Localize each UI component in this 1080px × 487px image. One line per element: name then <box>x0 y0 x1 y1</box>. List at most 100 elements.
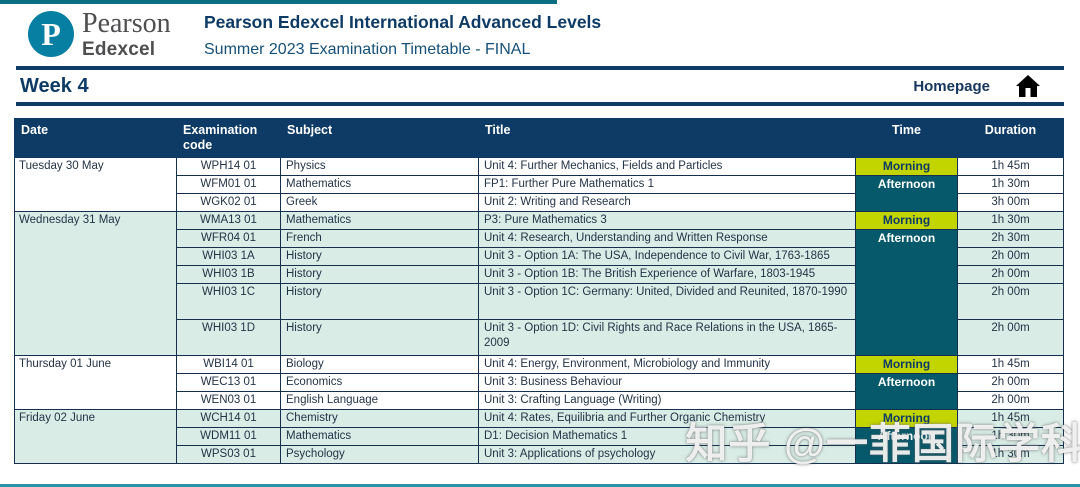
exam-code-cell: WPH14 01 <box>176 157 281 176</box>
title-block: Pearson Edexcel International Advanced L… <box>204 9 601 59</box>
exam-code-cell: WEN03 01 <box>176 391 281 410</box>
date-cell: Friday 02 June <box>14 409 177 464</box>
subject-cell: Chemistry <box>280 409 479 428</box>
table-row: WPS03 01 Psychology Unit 3: Applications… <box>15 445 1064 464</box>
date-cell: Thursday 01 June <box>14 355 177 410</box>
pearson-logo: P Pearson Edexcel <box>28 9 180 61</box>
subject-cell: History <box>280 247 479 266</box>
bottom-accent-bar <box>0 484 1080 487</box>
date-cell: Tuesday 30 May <box>14 157 177 212</box>
subject-cell: Biology <box>280 355 479 374</box>
title-cell: Unit 3: Crafting Language (Writing) <box>478 391 856 410</box>
subject-cell: Economics <box>280 373 479 392</box>
table-row: WHI03 1D History Unit 3 - Option 1D: Civ… <box>15 319 1064 356</box>
top-accent-bar <box>0 0 557 4</box>
divider-bottom <box>16 102 1064 106</box>
title-cell: Unit 4: Rates, Equilibria and Further Or… <box>478 409 856 428</box>
week-bar: Week 4 Homepage <box>16 70 1064 102</box>
title-cell: Unit 3 - Option 1C: Germany: United, Div… <box>478 283 856 320</box>
week-title: Week 4 <box>20 74 89 97</box>
logo-text: Pearson Edexcel <box>82 9 171 61</box>
time-cell-morning: Morning <box>855 355 958 374</box>
time-cell-afternoon: Afternoon <box>855 373 958 410</box>
exam-code-cell: WHI03 1C <box>176 283 281 320</box>
exam-code-cell: WHI03 1A <box>176 247 281 266</box>
duration-cell: 2h 00m <box>957 373 1064 392</box>
time-cell-afternoon: Afternoon <box>855 175 958 212</box>
subject-cell: Mathematics <box>280 175 479 194</box>
page-title: Pearson Edexcel International Advanced L… <box>204 12 602 32</box>
exam-code-cell: WFM01 01 <box>176 175 281 194</box>
col-header-duration: Duration <box>957 118 1064 158</box>
title-cell: Unit 4: Research, Understanding and Writ… <box>478 229 856 248</box>
table-row: Wednesday 31 May WMA13 01 Mathematics P3… <box>14 211 1064 356</box>
duration-cell: 2h 00m <box>957 391 1064 410</box>
col-header-code: Examination code <box>176 118 281 158</box>
duration-cell: 1h 30m <box>957 211 1064 230</box>
exam-code-cell: WMA13 01 <box>176 211 281 230</box>
exam-code-cell: WHI03 1D <box>176 319 281 356</box>
subject-cell: French <box>280 229 479 248</box>
logo-sub-brand: Edexcel <box>82 39 156 60</box>
page-subtitle: Summer 2023 Examination Timetable - FINA… <box>204 41 531 58</box>
duration-cell: 2h 00m <box>957 319 1064 356</box>
duration-cell: 2h 00m <box>957 265 1064 284</box>
homepage-link[interactable]: Homepage <box>913 75 1064 97</box>
exam-timetable: Date Examination code Subject Title Time… <box>14 118 1064 464</box>
table-row: Thursday 01 June WBI14 01 Biology Unit 4… <box>14 355 1064 410</box>
col-header-title: Title <box>478 118 856 158</box>
subject-cell: Mathematics <box>280 427 479 446</box>
time-cell-morning: Morning <box>855 211 958 230</box>
divider-top <box>16 66 1064 70</box>
exam-code-cell: WEC13 01 <box>176 373 281 392</box>
title-cell: Unit 2: Writing and Research <box>478 193 856 212</box>
title-cell: Unit 3 - Option 1B: The British Experien… <box>478 265 856 284</box>
title-cell: D1: Decision Mathematics 1 <box>478 427 856 446</box>
col-header-date: Date <box>14 118 177 158</box>
exam-code-cell: WPS03 01 <box>176 445 281 464</box>
table-row: WFM01 01 Mathematics FP1: Further Pure M… <box>15 175 1064 212</box>
exam-code-cell: WGK02 01 <box>176 193 281 212</box>
logo-monogram: P <box>41 15 61 52</box>
title-cell: Unit 4: Energy, Environment, Microbiolog… <box>478 355 856 374</box>
duration-cell: 1h 45m <box>957 409 1064 428</box>
title-cell: Unit 3: Applications of psychology <box>478 445 856 464</box>
title-cell: P3: Pure Mathematics 3 <box>478 211 856 230</box>
subject-cell: History <box>280 265 479 284</box>
duration-cell: 1h 45m <box>957 157 1064 176</box>
subject-cell: Physics <box>280 157 479 176</box>
duration-cell: 2h 30m <box>957 229 1064 248</box>
duration-cell: 2h 00m <box>957 283 1064 320</box>
home-icon[interactable] <box>1016 75 1040 97</box>
exam-code-cell: WBI14 01 <box>176 355 281 374</box>
duration-cell: 2h 00m <box>957 247 1064 266</box>
exam-code-cell: WDM11 01 <box>176 427 281 446</box>
time-cell-afternoon: Afternoon <box>855 427 958 464</box>
page-header: P Pearson Edexcel Pearson Edexcel Intern… <box>0 0 1080 66</box>
table-row: Friday 02 June WCH14 01 Chemistry Unit 4… <box>14 409 1064 464</box>
table-row: Tuesday 30 May WPH14 01 Physics Unit 4: … <box>14 157 1064 212</box>
logo-brand: Pearson <box>82 8 171 39</box>
subject-cell: English Language <box>280 391 479 410</box>
exam-code-cell: WHI03 1B <box>176 265 281 284</box>
duration-cell: 1h 30m <box>957 445 1064 464</box>
time-cell-morning: Morning <box>855 157 958 176</box>
date-cell: Wednesday 31 May <box>14 211 177 356</box>
subject-cell: History <box>280 319 479 356</box>
time-cell-afternoon: Afternoon <box>855 229 958 356</box>
time-cell-morning: Morning <box>855 409 958 428</box>
exam-code-cell: WCH14 01 <box>176 409 281 428</box>
exam-code-cell: WFR04 01 <box>176 229 281 248</box>
subject-cell: History <box>280 283 479 320</box>
duration-cell: 1h 45m <box>957 355 1064 374</box>
duration-cell: 1h 30m <box>957 175 1064 194</box>
pearson-logo-icon: P <box>28 11 74 57</box>
duration-cell: 3h 00m <box>957 193 1064 212</box>
title-cell: FP1: Further Pure Mathematics 1 <box>478 175 856 194</box>
homepage-label[interactable]: Homepage <box>913 77 990 95</box>
col-header-subject: Subject <box>280 118 479 158</box>
subject-cell: Mathematics <box>280 211 479 230</box>
title-cell: Unit 3: Business Behaviour <box>478 373 856 392</box>
title-cell: Unit 3 - Option 1A: The USA, Independenc… <box>478 247 856 266</box>
title-cell: Unit 4: Further Mechanics, Fields and Pa… <box>478 157 856 176</box>
